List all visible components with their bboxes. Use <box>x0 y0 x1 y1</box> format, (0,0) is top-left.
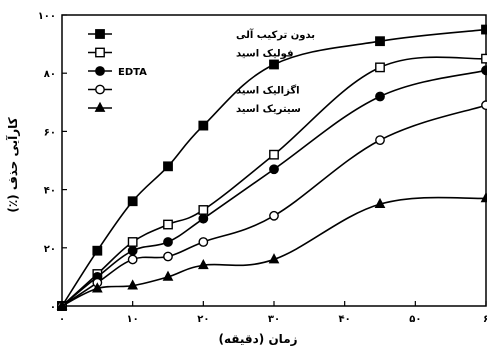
x-tick-label: ١٠ <box>127 314 139 325</box>
legend-item-1: بدون ترکیب آلی <box>88 28 315 41</box>
series-4 <box>57 100 487 311</box>
data-point <box>480 192 487 203</box>
data-point <box>127 279 139 290</box>
legend-marker <box>95 66 105 76</box>
legend-marker <box>95 47 105 58</box>
legend-marker <box>95 84 105 95</box>
legend-label: بدون ترکیب آلی <box>236 28 315 41</box>
data-point <box>198 205 209 215</box>
data-point <box>127 245 138 256</box>
legend-label: فولیک اسید <box>236 49 294 60</box>
data-point <box>481 65 487 76</box>
data-point <box>375 62 385 73</box>
legend-label: اگزالیک اسید <box>236 84 300 97</box>
y-tick-label: ۴٠ <box>44 186 56 197</box>
data-point <box>269 210 279 221</box>
data-point <box>127 196 138 207</box>
data-point <box>163 251 173 262</box>
data-point <box>375 135 385 146</box>
legend-marker <box>94 101 106 112</box>
data-point <box>481 53 487 64</box>
y-tick-label: ١٠٠ <box>38 11 56 22</box>
x-axis-title: زمان (دقیقه) <box>218 332 297 346</box>
y-tick-label: ٢٠ <box>44 244 56 255</box>
y-tick-label: ۶٠ <box>44 127 56 138</box>
x-tick-label: ٣٠ <box>268 314 280 325</box>
x-tick-label: ۴٠ <box>339 314 351 325</box>
data-point <box>92 245 103 256</box>
data-point <box>269 59 279 70</box>
data-point <box>197 258 209 270</box>
data-point <box>163 237 173 247</box>
series-3 <box>57 65 487 311</box>
data-point <box>374 197 386 209</box>
y-tick-label: ٠ <box>50 302 56 313</box>
data-point <box>198 120 209 131</box>
y-axis-title: کارآیی حذف (٪) <box>5 117 20 212</box>
data-point <box>375 91 385 102</box>
data-point <box>127 254 138 265</box>
legend-item-2: فولیک اسید <box>88 47 294 60</box>
data-point <box>481 24 487 35</box>
data-point <box>162 270 174 281</box>
data-point <box>268 253 280 264</box>
legend-label: EDTA <box>118 67 147 78</box>
series-1 <box>57 24 487 311</box>
data-point <box>198 213 209 224</box>
legend-item-5: سیتریک اسید <box>88 101 301 115</box>
series-layer <box>56 24 487 311</box>
series-line <box>61 104 487 307</box>
data-point <box>198 237 209 247</box>
legend-label: سیتریک اسید <box>236 104 301 115</box>
data-point <box>163 161 173 172</box>
x-tick-label: ٢٠ <box>197 314 209 325</box>
legend-marker <box>95 29 105 39</box>
legend: بدون ترکیب آلی فولیک اسید EDTA اگزالیک اسید… <box>88 28 315 115</box>
y-tick-label: ٨٠ <box>44 69 56 80</box>
data-point <box>269 164 279 175</box>
legend-item-4: اگزالیک اسید <box>88 84 300 97</box>
legend-item-3: EDTA <box>88 66 147 78</box>
data-point <box>163 219 173 230</box>
data-point <box>91 282 103 293</box>
series-5 <box>56 192 487 310</box>
data-point <box>127 237 138 247</box>
data-point <box>375 36 385 47</box>
data-point <box>481 100 487 111</box>
x-tick-label: ۶ <box>483 314 487 325</box>
x-tick-label: ٠ <box>59 314 65 325</box>
data-point <box>269 149 279 160</box>
x-tick-label: ۵٠ <box>409 314 421 325</box>
